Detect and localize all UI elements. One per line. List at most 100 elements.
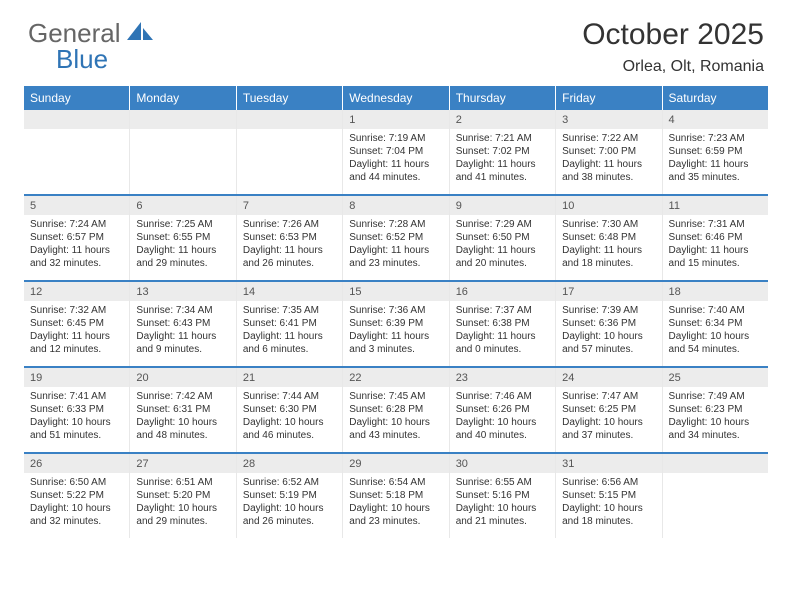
daylight-line: Daylight: 11 hours and 3 minutes.: [349, 330, 442, 356]
sunrise-line: Sunrise: 7:49 AM: [669, 390, 762, 403]
sunrise-line: Sunrise: 7:29 AM: [456, 218, 549, 231]
weekday-friday: Friday: [556, 86, 662, 110]
sunrise-line: Sunrise: 6:54 AM: [349, 476, 442, 489]
sunset-line: Sunset: 6:30 PM: [243, 403, 336, 416]
empty-daynum: [24, 110, 129, 129]
calendar-cell: 16Sunrise: 7:37 AMSunset: 6:38 PMDayligh…: [450, 282, 556, 366]
weekday-monday: Monday: [130, 86, 236, 110]
location: Orlea, Olt, Romania: [582, 58, 764, 76]
calendar-cell: 20Sunrise: 7:42 AMSunset: 6:31 PMDayligh…: [130, 368, 236, 452]
day-details: Sunrise: 7:49 AMSunset: 6:23 PMDaylight:…: [663, 387, 768, 446]
day-details: Sunrise: 7:41 AMSunset: 6:33 PMDaylight:…: [24, 387, 129, 446]
daylight-line: Daylight: 11 hours and 20 minutes.: [456, 244, 549, 270]
sunset-line: Sunset: 5:22 PM: [30, 489, 123, 502]
calendar-cell: 3Sunrise: 7:22 AMSunset: 7:00 PMDaylight…: [556, 110, 662, 194]
day-details: Sunrise: 7:36 AMSunset: 6:39 PMDaylight:…: [343, 301, 448, 360]
calendar-row: 26 Sunrise: 6:50 AMSunset: 5:22 PM Dayligh…: [24, 452, 768, 538]
sunset-line: Sunset: 6:43 PM: [136, 317, 229, 330]
calendar-cell: 4Sunrise: 7:23 AMSunset: 6:59 PMDaylight…: [663, 110, 768, 194]
day-number: 26: [24, 454, 129, 473]
sunset-line: Sunset: 6:57 PM: [30, 231, 123, 244]
sunrise-line: Sunrise: 7:32 AM: [30, 304, 123, 317]
day-details: Sunrise: 6:55 AMSunset: 5:16 PMDaylight:…: [450, 473, 555, 532]
day-details: Sunrise: 7:29 AMSunset: 6:50 PMDaylight:…: [450, 215, 555, 274]
day-number: 27: [130, 454, 235, 473]
day-details: Sunrise: 7:28 AMSunset: 6:52 PMDaylight:…: [343, 215, 448, 274]
day-number: 4: [663, 110, 768, 129]
daylight-line: Daylight: 11 hours and 26 minutes.: [243, 244, 336, 270]
sunrise-line: Sunrise: 6:55 AM: [456, 476, 549, 489]
sunset-line: Sunset: 6:23 PM: [669, 403, 762, 416]
daylight-line: Daylight: 11 hours and 6 minutes.: [243, 330, 336, 356]
calendar-cell: 9Sunrise: 7:29 AMSunset: 6:50 PMDaylight…: [450, 196, 556, 280]
sunrise-line: Sunrise: 7:26 AM: [243, 218, 336, 231]
day-number: 21: [237, 368, 342, 387]
day-details: Sunrise: 6:54 AMSunset: 5:18 PMDaylight:…: [343, 473, 448, 532]
sunset-line: Sunset: 5:18 PM: [349, 489, 442, 502]
sunset-line: Sunset: 6:50 PM: [456, 231, 549, 244]
calendar-cell: 26Sunrise: 6:50 AMSunset: 5:22 PMDayligh…: [24, 454, 130, 538]
sunset-line: Sunset: 7:02 PM: [456, 145, 549, 158]
day-number: 12: [24, 282, 129, 301]
calendar-body: 1Sunrise: 7:19 AMSunset: 7:04 PMDaylight…: [24, 110, 768, 538]
header: General Blue October 2025 Orlea, Olt, Ro…: [0, 0, 792, 82]
calendar-cell: 14Sunrise: 7:35 AMSunset: 6:41 PMDayligh…: [237, 282, 343, 366]
sunrise-line: Sunrise: 7:40 AM: [669, 304, 762, 317]
daylight-line: Daylight: 11 hours and 9 minutes.: [136, 330, 229, 356]
calendar-cell: 21Sunrise: 7:44 AMSunset: 6:30 PMDayligh…: [237, 368, 343, 452]
sunset-line: Sunset: 6:53 PM: [243, 231, 336, 244]
day-number: 7: [237, 196, 342, 215]
daylight-line: Daylight: 11 hours and 44 minutes.: [349, 158, 442, 184]
day-details: Sunrise: 7:46 AMSunset: 6:26 PMDaylight:…: [450, 387, 555, 446]
day-details: Sunrise: 7:34 AMSunset: 6:43 PMDaylight:…: [130, 301, 235, 360]
calendar-cell: 8Sunrise: 7:28 AMSunset: 6:52 PMDaylight…: [343, 196, 449, 280]
day-details: Sunrise: 7:23 AMSunset: 6:59 PMDaylight:…: [663, 129, 768, 188]
sunrise-line: Sunrise: 6:51 AM: [136, 476, 229, 489]
weekday-wednesday: Wednesday: [343, 86, 449, 110]
day-details: Sunrise: 6:56 AMSunset: 5:15 PMDaylight:…: [556, 473, 661, 532]
daylight-line: Daylight: 10 hours and 21 minutes.: [456, 502, 549, 528]
calendar-cell: 19Sunrise: 7:41 AMSunset: 6:33 PMDayligh…: [24, 368, 130, 452]
sunset-line: Sunset: 6:33 PM: [30, 403, 123, 416]
sunset-line: Sunset: 5:16 PM: [456, 489, 549, 502]
sunset-line: Sunset: 5:15 PM: [562, 489, 655, 502]
sunrise-line: Sunrise: 7:31 AM: [669, 218, 762, 231]
sunset-line: Sunset: 6:34 PM: [669, 317, 762, 330]
calendar-cell: 29Sunrise: 6:54 AMSunset: 5:18 PMDayligh…: [343, 454, 449, 538]
day-number: 24: [556, 368, 661, 387]
day-number: 3: [556, 110, 661, 129]
calendar-cell: 17Sunrise: 7:39 AMSunset: 6:36 PMDayligh…: [556, 282, 662, 366]
calendar-cell: 10Sunrise: 7:30 AMSunset: 6:48 PMDayligh…: [556, 196, 662, 280]
calendar-cell: [237, 110, 343, 194]
day-details: Sunrise: 7:30 AMSunset: 6:48 PMDaylight:…: [556, 215, 661, 274]
day-details: Sunrise: 7:45 AMSunset: 6:28 PMDaylight:…: [343, 387, 448, 446]
day-details: Sunrise: 7:40 AMSunset: 6:34 PMDaylight:…: [663, 301, 768, 360]
day-details: Sunrise: 7:35 AMSunset: 6:41 PMDaylight:…: [237, 301, 342, 360]
day-number: 17: [556, 282, 661, 301]
day-details: Sunrise: 7:25 AMSunset: 6:55 PMDaylight:…: [130, 215, 235, 274]
sunset-line: Sunset: 7:00 PM: [562, 145, 655, 158]
sunset-line: Sunset: 7:04 PM: [349, 145, 442, 158]
sunset-line: Sunset: 6:46 PM: [669, 231, 762, 244]
daylight-line: Daylight: 11 hours and 35 minutes.: [669, 158, 762, 184]
month-title: October 2025: [582, 18, 764, 52]
daylight-line: Daylight: 11 hours and 41 minutes.: [456, 158, 549, 184]
sunset-line: Sunset: 6:48 PM: [562, 231, 655, 244]
weekday-saturday: Saturday: [663, 86, 768, 110]
title-block: October 2025 Orlea, Olt, Romania: [582, 18, 764, 76]
brand-part2: Blue: [56, 44, 108, 75]
day-number: 22: [343, 368, 448, 387]
daylight-line: Daylight: 10 hours and 43 minutes.: [349, 416, 442, 442]
sunrise-line: Sunrise: 7:39 AM: [562, 304, 655, 317]
weekday-thursday: Thursday: [450, 86, 556, 110]
day-number: 15: [343, 282, 448, 301]
day-details: Sunrise: 7:22 AMSunset: 7:00 PMDaylight:…: [556, 129, 661, 188]
calendar-cell: 2Sunrise: 7:21 AMSunset: 7:02 PMDaylight…: [450, 110, 556, 194]
sunrise-line: Sunrise: 6:50 AM: [30, 476, 123, 489]
sunset-line: Sunset: 6:26 PM: [456, 403, 549, 416]
sunset-line: Sunset: 6:28 PM: [349, 403, 442, 416]
daylight-line: Daylight: 10 hours and 46 minutes.: [243, 416, 336, 442]
day-number: 13: [130, 282, 235, 301]
calendar-cell: 25Sunrise: 7:49 AMSunset: 6:23 PMDayligh…: [663, 368, 768, 452]
daylight-line: Daylight: 10 hours and 26 minutes.: [243, 502, 336, 528]
